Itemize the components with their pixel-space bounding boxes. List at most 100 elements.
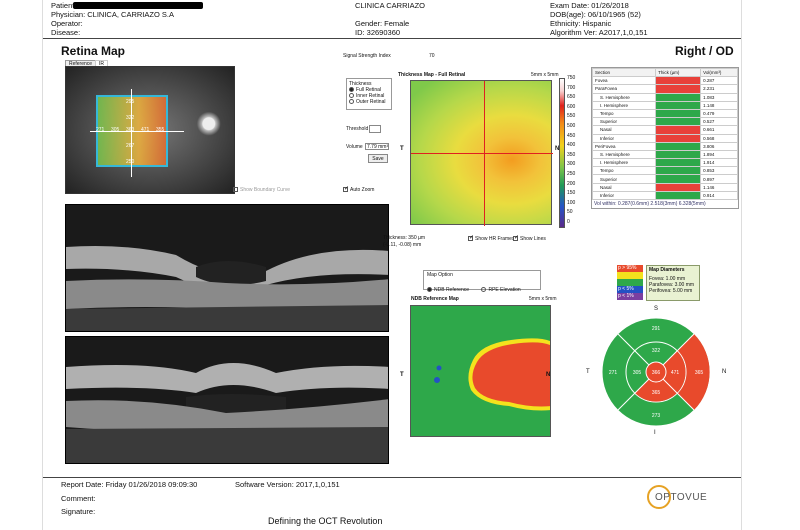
thickness-map-size: 5mm x 5mm [531,72,559,78]
clinic-name: CLINICA CARRIAZO [355,1,426,10]
table-row: S. Hemisphere 1.894 [591,149,738,160]
optovue-logo: OPTOVUE [645,483,713,513]
auto-zoom-checkbox[interactable]: Auto Zoom [343,185,375,193]
scale-label: 500 [567,122,576,129]
volume-cell: 0.914 [700,190,738,201]
show-boundary-checkbox[interactable]: Show Boundary Curve [233,187,290,193]
radio-outer-retinal[interactable]: Outer Retinal [349,99,389,105]
center-value: 366 [652,370,661,376]
grid-value-left: 271 [96,127,105,133]
thickness-scale-labels: 750 700 650 600 550 500 450 400 350 300 … [567,75,575,229]
coordinate-readout: (-0.11, -0.08) mm [383,242,422,248]
radio-icon [349,93,354,99]
volume-cell: 0.853 [700,166,738,176]
ndb-map-t: T [400,372,404,378]
tagline: Defining the OCT Revolution [268,516,383,526]
grid-value-center: 363 [126,127,135,133]
section-name-cell: ParaFovea [591,84,657,94]
logo-text: OPTOVUE [655,492,708,503]
table-row: Superior 0.897 [591,174,738,184]
parafovea-inferior-sector [635,372,677,402]
signal-strength-label: Signal Strength Index [343,53,391,59]
scale-label: 550 [567,113,576,120]
volume-cell: 0.661 [700,125,738,135]
vertical-scan-line [131,89,132,177]
thickness-cell [655,76,702,86]
eye-label: Right / OD [675,44,734,58]
section-table-header: Section Thick (µm) Vol(mm³) [591,67,738,78]
thickness-map-t: T [400,146,404,152]
perifovea-diameter: Perifovea: 5.00 mm [649,288,693,294]
volume-cell: 1.148 [700,100,738,110]
horizontal-crosshair [411,153,553,154]
radio-rpe-elevation[interactable]: RPE Elevation [481,287,521,293]
volume-cell: 1.914 [700,158,738,168]
show-hr-frames-checkbox[interactable]: Show HR Frames [468,234,515,242]
scale-label: 350 [567,151,576,158]
threshold-label: Threshold [346,126,369,132]
scale-label: 0 [567,218,570,225]
show-hr-frames-label: Show HR Frames [475,236,515,242]
radio-ndb-reference-label: NDB Reference [434,287,470,293]
section-name-cell: Inferior [591,133,657,143]
sector-label-i: I [654,430,656,436]
volume-cell: 1.083 [700,92,738,102]
thickness-cell [655,100,702,110]
section-name-cell: Tempo [591,108,657,119]
volume-cell: 0.287 [700,76,738,86]
table-row: PeriFovea 3.806 [591,141,738,151]
bscan-horizontal [65,204,389,332]
thickness-color-scale [559,78,565,228]
scale-label: 650 [567,94,576,101]
table-row: Superior 0.527 [591,117,738,127]
scale-label: 200 [567,180,576,187]
bscan-vertical [65,336,389,464]
patient-label: Patient: [51,1,77,10]
radio-inner-retinal[interactable]: Inner Retinal [349,93,389,99]
thickness-cell [655,141,702,151]
grid-value-midright: 471 [141,127,150,133]
gender-text: Gender: Female [355,19,410,28]
show-lines-checkbox[interactable]: Show Lines [513,234,546,242]
column-header: Thick (µm) [655,67,702,78]
map-option-title: Map Option [427,272,453,278]
signature-label: Signature: [61,507,96,516]
disease-text: Disease: [51,28,81,37]
peri-s-value: 291 [652,326,661,332]
radio-selected-icon [427,287,432,293]
section-name-cell: S. Hemisphere [591,92,657,102]
thickness-cell [655,133,702,143]
save-button[interactable]: Save [368,154,388,163]
map-diameters-box: Map Diameters Fovea: 1.00 mm Parafovea: … [646,265,700,301]
parafovea-diameter: Parafovea: 3.00 mm [649,282,695,288]
significance-legend: p > 95% p < 5% p < 1% [617,265,643,300]
volume-field[interactable]: 7.79 mm³ [365,143,389,150]
bscan-vertical-svg [66,337,388,463]
threshold-stepper[interactable] [369,125,381,133]
auto-zoom-label: Auto Zoom [350,187,375,193]
table-row: ParaFovea 2.231 [591,84,738,94]
radio-ndb-reference[interactable]: NDB Reference [427,287,469,293]
exam-date-text: Exam Date: 01/26/2018 [550,1,629,10]
thickness-cell [655,182,702,192]
table-row: Tempo 0.479 [591,108,738,119]
ndb-map-size: 5mm x 5mm [529,296,557,302]
grid-value-top: 295 [126,99,135,105]
radio-full-retinal[interactable]: Full Retinal [349,87,389,93]
section-name-cell: I. Hemisphere [591,158,657,168]
sector-map: 366 322 305 471 365 291 271 365 273 [601,317,711,427]
thickness-cell [655,158,702,168]
checkbox-checked-icon [343,185,349,193]
scale-label: 700 [567,84,576,91]
grid-value-bottom: 250 [126,159,135,165]
section-name-cell: Nasal [591,182,657,192]
grid-value-upper: 322 [126,115,135,121]
table-row: Inferior 0.568 [591,133,738,143]
section-name-cell: I. Hemisphere [591,100,657,110]
para-n-value: 471 [671,370,680,376]
section-table-grid: Section Thick (µm) Vol(mm³) Fovea 0.287 Pa… [591,67,738,201]
legend-purple: p < 1% [617,293,643,300]
column-header: Section [591,67,657,78]
legend-yellow [617,272,643,279]
retina-map-title: Retina Map [61,44,126,58]
